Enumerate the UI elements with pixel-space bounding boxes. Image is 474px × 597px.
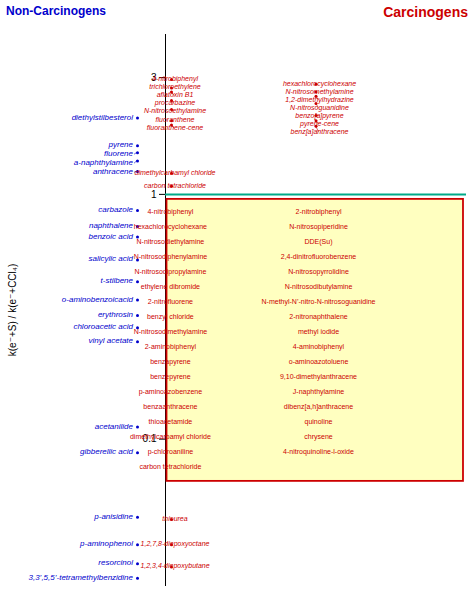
- svg-text:p-anisidine: p-anisidine: [93, 512, 133, 521]
- svg-text:N-nitrosodibutylamine: N-nitrosodibutylamine: [285, 283, 353, 291]
- svg-text:1,2-dimethylhydrazine: 1,2-dimethylhydrazine: [285, 96, 354, 104]
- svg-text:dibenz[a,h]anthracene: dibenz[a,h]anthracene: [284, 403, 353, 411]
- svg-text:benzapyrene: benzapyrene: [150, 358, 191, 366]
- html-text:Non-Carcinogens: Non-Carcinogens: [6, 4, 106, 18]
- svg-text:1: 1: [151, 189, 157, 200]
- svg-text:carbon tetrachloride: carbon tetrachloride: [139, 463, 201, 470]
- svg-text:chloroacetic acid: chloroacetic acid: [73, 322, 133, 331]
- svg-text:4-nitrobiphenyl: 4-nitrobiphenyl: [147, 208, 193, 216]
- svg-text:fluorene: fluorene: [104, 149, 133, 158]
- svg-text:N-nitrosoguanidine: N-nitrosoguanidine: [290, 104, 349, 112]
- svg-text:N-nitrosodiethylamine: N-nitrosodiethylamine: [137, 238, 205, 246]
- svg-text:p-aminoazobenzene: p-aminoazobenzene: [139, 388, 203, 396]
- svg-text:4-aminobiphenyl: 4-aminobiphenyl: [293, 343, 345, 351]
- svg-text:erythrosin: erythrosin: [98, 310, 134, 319]
- svg-text:gibberellic acid: gibberellic acid: [80, 447, 133, 456]
- svg-text:o-aminoazotoluene: o-aminoazotoluene: [289, 358, 349, 365]
- svg-text:pyrene: pyrene: [108, 140, 134, 149]
- svg-text:2,4-dinitrofluorobenzene: 2,4-dinitrofluorobenzene: [281, 253, 357, 260]
- svg-text:1,2,3,4-diepoxybutane: 1,2,3,4-diepoxybutane: [140, 562, 209, 570]
- svg-text:pyrene-cene: pyrene-cene: [299, 120, 339, 128]
- svg-text:N-nitrosodiphenylamine: N-nitrosodiphenylamine: [134, 253, 208, 261]
- svg-text:benzoic acid: benzoic acid: [89, 232, 134, 241]
- svg-text:N-nitrosopiperidine: N-nitrosopiperidine: [289, 223, 348, 231]
- svg-text:fluoranthene: fluoranthene: [156, 116, 195, 123]
- html-text:Carcinogens: Carcinogens: [383, 4, 468, 20]
- svg-text:p-chloroaniline: p-chloroaniline: [148, 448, 194, 456]
- svg-text:N-nitrosomethylamine: N-nitrosomethylamine: [285, 88, 353, 96]
- svg-text:2-nitronaphthalene: 2-nitronaphthalene: [289, 313, 347, 321]
- svg-text:p-aminophenol: p-aminophenol: [79, 539, 133, 548]
- svg-text:methyl iodide: methyl iodide: [298, 328, 339, 336]
- svg-text:3,3’,5,5’-tetramethylbenzidine: 3,3’,5,5’-tetramethylbenzidine: [28, 573, 133, 582]
- svg-text:salicylic acid: salicylic acid: [89, 254, 134, 263]
- svg-text:N-nitrosopyrrolidine: N-nitrosopyrrolidine: [288, 268, 349, 276]
- svg-text:carbon tetrachloride: carbon tetrachloride: [144, 182, 206, 189]
- svg-text:N-methyl-N’-nitro-N-nitrosogua: N-methyl-N’-nitro-N-nitrosoguanidine: [262, 298, 376, 306]
- svg-text:N-nitrosoethylamine: N-nitrosoethylamine: [144, 107, 206, 115]
- svg-text:t-stilbene: t-stilbene: [101, 276, 134, 285]
- svg-text:anthracene: anthracene: [93, 167, 134, 176]
- svg-text:benzaanthracene: benzaanthracene: [143, 403, 197, 410]
- svg-text:thiourea: thiourea: [162, 515, 187, 522]
- svg-text:benzo[a]pyrene: benzo[a]pyrene: [295, 112, 343, 120]
- svg-text:resorcinol: resorcinol: [98, 558, 133, 567]
- svg-text:9,10-dimethylanthracene: 9,10-dimethylanthracene: [280, 373, 357, 381]
- svg-text:quinoline: quinoline: [304, 418, 332, 426]
- svg-text:aflatoxin B1: aflatoxin B1: [157, 91, 194, 98]
- svg-text:DDE(Su): DDE(Su): [305, 238, 333, 246]
- svg-text:trichloroethylene: trichloroethylene: [149, 83, 200, 91]
- svg-text:carbazole: carbazole: [98, 205, 133, 214]
- svg-text:ethylene dibromide: ethylene dibromide: [141, 283, 200, 291]
- svg-text:4-nitroquinoline-l-oxide: 4-nitroquinoline-l-oxide: [283, 448, 354, 456]
- svg-text:vinyl acetate: vinyl acetate: [89, 336, 134, 345]
- svg-text:benzepyrene: benzepyrene: [150, 373, 191, 381]
- svg-text:o-aminobenzoicacid: o-aminobenzoicacid: [62, 295, 134, 304]
- svg-text:a-naphthylamine: a-naphthylamine: [74, 158, 134, 167]
- svg-text:benzyl chloride: benzyl chloride: [147, 313, 194, 321]
- svg-text:k(e⁻+S) / k(e⁻+CCl₄): k(e⁻+S) / k(e⁻+CCl₄): [7, 264, 18, 356]
- svg-text:2-nitrobiphenyl: 2-nitrobiphenyl: [296, 208, 342, 216]
- svg-text:J-naphthylamine: J-naphthylamine: [293, 388, 344, 396]
- svg-text:1,2,7,8-diepoxyoctane: 1,2,7,8-diepoxyoctane: [141, 540, 210, 548]
- svg-text:N-nitrosodimethylamine: N-nitrosodimethylamine: [134, 328, 208, 336]
- svg-text:dimethylcarbamyl chloride: dimethylcarbamyl chloride: [135, 169, 216, 177]
- svg-text:chrysene: chrysene: [304, 433, 333, 441]
- svg-text:2-aminobiphenyl: 2-aminobiphenyl: [145, 343, 197, 351]
- svg-text:thioacetamide: thioacetamide: [149, 418, 193, 425]
- svg-text:dimethylcarbamyl chloride: dimethylcarbamyl chloride: [130, 433, 211, 441]
- svg-text:benz[a]anthracene: benz[a]anthracene: [291, 128, 349, 136]
- svg-text:4-nitrobiphenyl: 4-nitrobiphenyl: [152, 75, 198, 83]
- svg-text:2-nitrofluorene: 2-nitrofluorene: [148, 298, 193, 305]
- svg-text:fluoranthene-cene: fluoranthene-cene: [147, 124, 204, 131]
- svg-text:diethylstilbesterol: diethylstilbesterol: [72, 113, 134, 122]
- svg-text:hexachlorocyclohexane: hexachlorocyclohexane: [283, 80, 356, 88]
- svg-text:naphthalene: naphthalene: [89, 221, 134, 230]
- svg-text:acetanilide: acetanilide: [95, 422, 134, 431]
- svg-text:N-nitrosodipropylamine: N-nitrosodipropylamine: [134, 268, 206, 276]
- svg-text:hexachlorocyclohexane: hexachlorocyclohexane: [134, 223, 207, 231]
- svg-text:procarbazine: procarbazine: [154, 99, 196, 107]
